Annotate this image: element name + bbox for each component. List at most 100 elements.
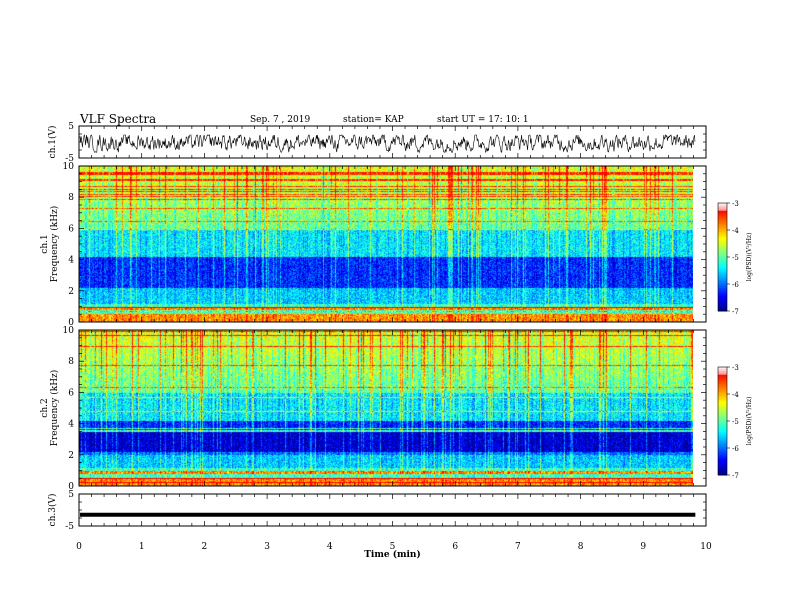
- colorbar-tick-label: -5: [732, 418, 739, 426]
- colorbar-segment: [718, 203, 727, 206]
- colorbar-tick-label: -6: [732, 281, 739, 289]
- colorbar-tick-label: -3: [732, 200, 739, 208]
- colorbar-segment: [718, 275, 727, 278]
- colorbar-segment: [718, 399, 727, 402]
- colorbar-segment: [718, 219, 727, 222]
- colorbar-segment: [718, 415, 727, 418]
- colorbar-segment: [718, 372, 727, 375]
- colorbar-segment: [718, 439, 727, 442]
- colorbar-segment: [718, 408, 727, 411]
- colorbar-segment: [718, 460, 727, 463]
- colorbar-tick-label: -3: [732, 364, 739, 372]
- colorbar-segment: [718, 440, 727, 444]
- colorbar-label: log(PSD)(V²/Hz): [746, 397, 753, 446]
- x-axis-label: Time (min): [364, 549, 421, 560]
- colorbar-segment: [718, 379, 727, 382]
- colorbar-segment: [718, 296, 727, 299]
- colorbar-segment: [718, 433, 727, 436]
- colorbar-segment: [718, 444, 727, 447]
- colorbar-segment: [718, 221, 727, 224]
- colorbar-segment: [718, 222, 727, 226]
- colorbar-segment: [718, 231, 727, 235]
- colorbar-segment: [718, 212, 727, 215]
- colorbar-tick-label: -4: [732, 227, 739, 235]
- colorbar-segment: [718, 230, 727, 233]
- colorbar-segment: [718, 430, 727, 433]
- colorbar-segment: [718, 401, 727, 404]
- colorbar-segment: [718, 271, 727, 274]
- colorbar-segment: [718, 226, 727, 229]
- colorbar-segment: [718, 213, 727, 217]
- colorbar-segment: [718, 228, 727, 231]
- colorbar-segment: [718, 302, 727, 305]
- date-label: Sep. 7 , 2019: [250, 115, 311, 125]
- colorbar-tick-label: -7: [732, 472, 739, 480]
- x-tick-label: 7: [515, 542, 521, 552]
- colorbar-segment: [718, 298, 727, 301]
- y-tick-label: 10: [63, 326, 75, 336]
- colorbar-segment: [718, 289, 727, 292]
- colorbar-segment: [718, 383, 727, 386]
- colorbar-segment: [718, 257, 727, 260]
- x-tick-label: 4: [327, 542, 333, 552]
- colorbar-segment: [718, 239, 727, 242]
- colorbar-segment: [718, 457, 727, 460]
- y-tick-label: 5: [68, 490, 74, 500]
- colorbar-segment: [718, 208, 727, 211]
- x-tick-label: 2: [202, 542, 208, 552]
- colorbar-segment: [718, 240, 727, 244]
- colorbar-segment: [718, 262, 727, 265]
- colorbar-segment: [718, 381, 727, 384]
- colorbar-segment: [718, 403, 727, 406]
- colorbar-segment: [718, 413, 727, 417]
- y-tick-label: 6: [68, 224, 74, 234]
- colorbar-segment: [718, 368, 727, 372]
- y-tick-label: 2: [68, 451, 74, 461]
- colorbar-segment: [718, 437, 727, 440]
- station-label: station= KAP: [343, 115, 404, 125]
- colorbar-segment: [718, 426, 727, 429]
- colorbar-tick-label: -5: [732, 254, 739, 262]
- y-tick-label: 0: [68, 318, 74, 328]
- colorbar-segment: [718, 251, 727, 254]
- colorbar-segment: [718, 244, 727, 247]
- colorbar-segment: [718, 469, 727, 472]
- y-tick-label: 2: [68, 287, 74, 297]
- y-tick-label: 4: [68, 420, 74, 430]
- colorbar-segment: [718, 449, 727, 453]
- y-tick-label: 8: [68, 193, 74, 203]
- colorbar-segment: [718, 458, 727, 462]
- colorbar-segment: [718, 269, 727, 272]
- x-tick-label: 9: [640, 542, 646, 552]
- x-tick-label: 8: [578, 542, 584, 552]
- colorbar-segment: [718, 367, 727, 370]
- colorbar-segment: [718, 410, 727, 413]
- colorbar-segment: [718, 406, 727, 409]
- colorbar-segment: [718, 267, 727, 271]
- x-tick-label: 10: [700, 542, 712, 552]
- colorbar-segment: [718, 266, 727, 269]
- colorbar-segment: [718, 285, 727, 289]
- colorbar-segment: [718, 291, 727, 294]
- colorbar-segment: [718, 464, 727, 467]
- ch2-spectrogram: [79, 330, 693, 486]
- colorbar-segment: [718, 248, 727, 251]
- colorbar-segment: [718, 258, 727, 262]
- colorbar-segment: [718, 293, 727, 296]
- colorbar-segment: [718, 278, 727, 281]
- colorbar-segment: [718, 210, 727, 213]
- x-tick-label: 5: [390, 542, 396, 552]
- ch3-axis-label: ch.3(V): [47, 494, 58, 527]
- y-tick-label: 10: [63, 162, 75, 172]
- colorbar-segment: [718, 451, 727, 454]
- colorbar-segment: [718, 419, 727, 422]
- x-tick-label: 1: [139, 542, 145, 552]
- colorbar-segment: [718, 376, 727, 379]
- colorbar-segment: [718, 453, 727, 456]
- colorbar-segment: [718, 253, 727, 256]
- colorbar-tick-label: -7: [732, 308, 739, 316]
- colorbar-segment: [718, 237, 727, 240]
- colorbar-segment: [718, 370, 727, 373]
- colorbar-label: log(PSD)(V²/Hz): [746, 233, 753, 282]
- colorbar-segment: [718, 421, 727, 424]
